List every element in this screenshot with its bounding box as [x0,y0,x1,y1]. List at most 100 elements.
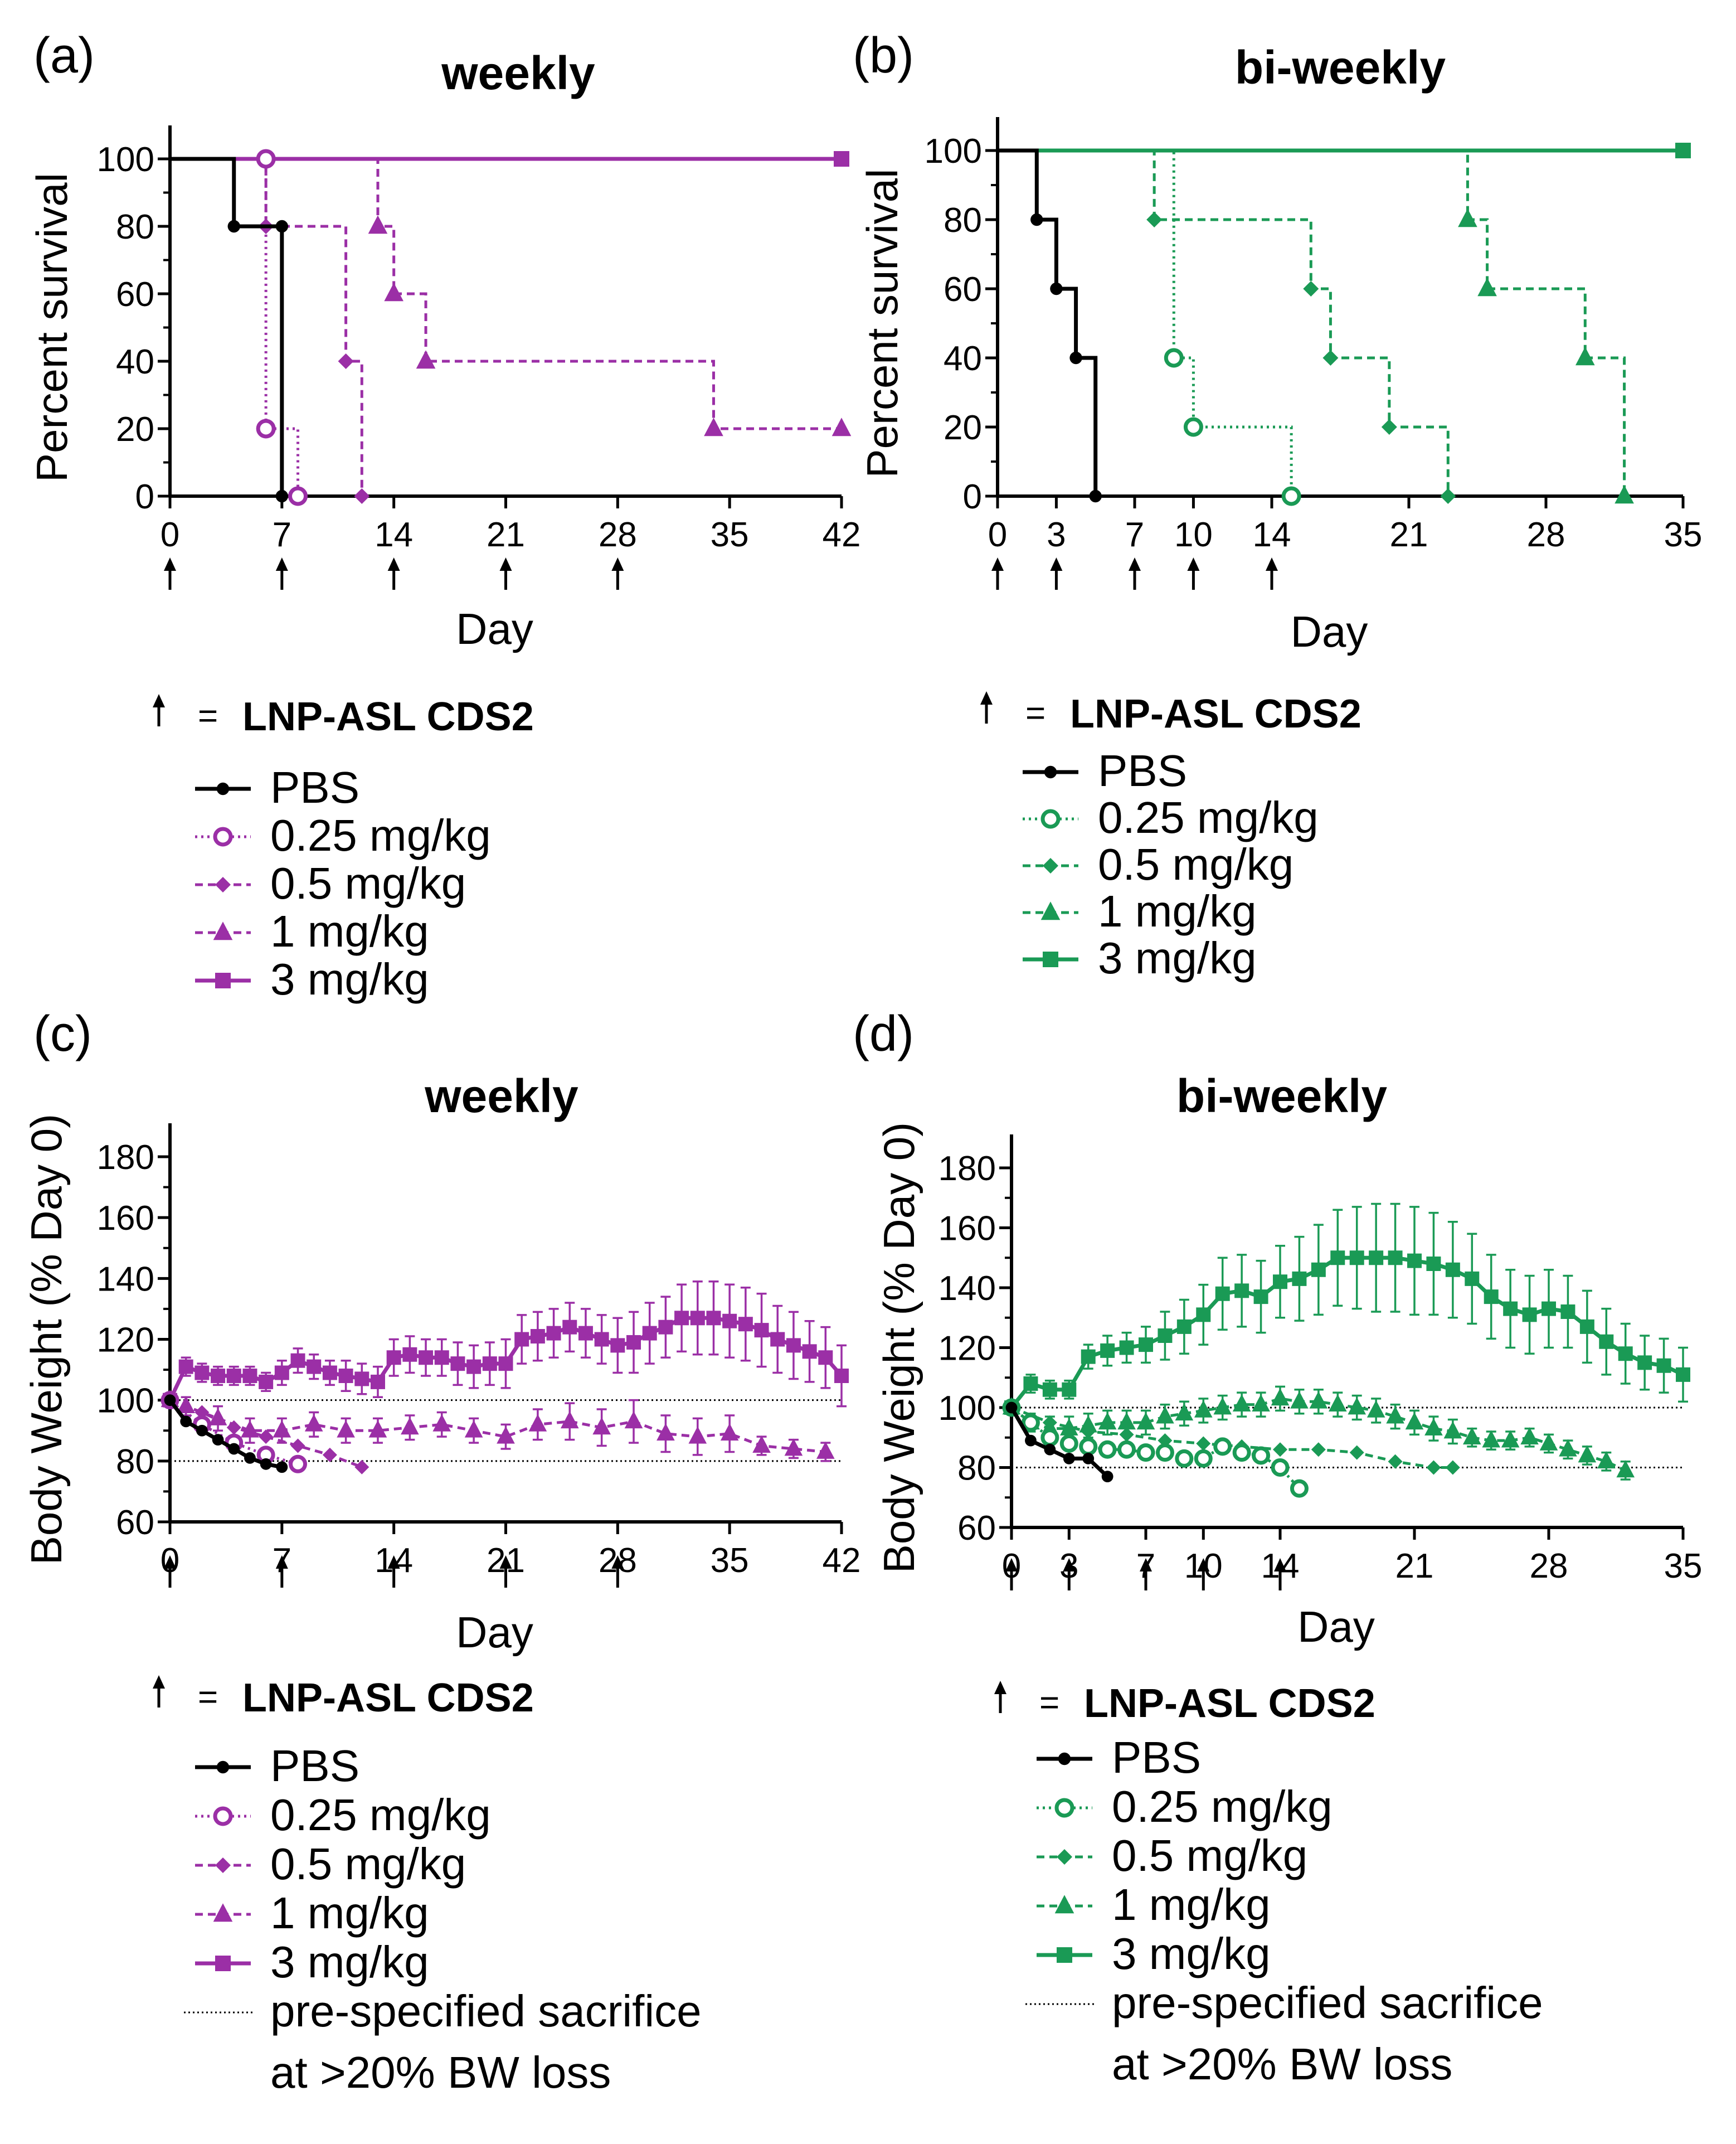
dosing-arrow-icon [164,557,176,590]
x-tick-label: 35 [1664,1547,1703,1585]
chart-title: bi-weekly [1176,1070,1387,1122]
data-point [338,353,354,369]
dosing-legend-arrow-icon [994,1681,1006,1713]
dosing-arrow-icon [275,1555,288,1588]
legend-item: 0.5 mg/kg [195,858,466,908]
legend-item: 1 mg/kg [195,906,429,956]
data-point [196,1424,208,1437]
x-tick-label: 7 [1125,516,1144,554]
y-tick-label: 100 [925,132,982,171]
legend-label: PBS [270,763,359,812]
data-point [594,1332,609,1347]
series-0-25-mg-kg [170,149,308,506]
legend-marker [1054,1798,1074,1818]
threshold-legend-label: at >20% BW loss [270,2048,611,2097]
data-point [259,1429,274,1444]
data-point [1407,1253,1422,1268]
legend-marker [213,921,233,940]
data-point [1030,213,1043,226]
data-point [260,1458,272,1470]
data-point [370,1374,385,1389]
data-point [530,1329,545,1344]
dosing-arrow-icon [499,557,512,590]
data-point [1042,1415,1057,1430]
legend-item: 3 mg/kg [1023,933,1257,983]
data-point [1281,486,1301,506]
data-point [560,1411,579,1429]
data-point [1117,1440,1136,1459]
legend-label: 3 mg/kg [1098,933,1257,983]
data-point [834,151,849,167]
dosing-arrow-icon [611,557,624,590]
y-tick-label: 180 [938,1149,996,1188]
threshold-legend-label: at >20% BW loss [1112,2039,1452,2089]
data-point [368,1420,387,1438]
x-tick-label: 14 [375,516,413,554]
legend-label: 0.25 mg/kg [1098,793,1319,842]
data-point [688,1426,707,1444]
y-tick-label: 120 [938,1330,996,1368]
dosing-arrow-icon [1129,557,1141,590]
data-point [1021,1413,1040,1432]
data-point [1599,1334,1614,1349]
data-point [1381,419,1397,435]
data-point [1194,1449,1213,1468]
data-point [1348,1397,1367,1415]
data-point [1232,1443,1251,1462]
chart-title: weekly [441,47,595,99]
data-point [1477,278,1497,297]
data-point [1146,212,1163,227]
legend-item: 1 mg/kg [195,1888,429,1938]
panel-letter: (b) [853,28,914,84]
data-point [770,1332,785,1347]
chart-title: bi-weekly [1235,41,1446,94]
data-point [1059,1434,1078,1453]
data-point [402,1347,417,1362]
data-point [1155,1443,1174,1462]
data-point [1213,1437,1232,1456]
data-point [1445,1262,1460,1277]
data-point [1175,1449,1194,1468]
data-point [1290,1391,1309,1409]
legend-item: 0.25 mg/kg [195,1790,491,1840]
x-tick-label: 42 [823,516,861,554]
threshold-legend-label: pre-specified sacrifice [1112,1978,1543,2027]
dosing-arrow-icon [1050,557,1063,590]
y-tick-label: 120 [97,1321,154,1360]
data-point [816,1441,835,1459]
data-point [834,1369,849,1383]
legend-marker [1043,858,1058,874]
series-0-5-mg-kg [998,149,1456,504]
data-point [164,1394,176,1406]
legend-marker [1058,1752,1071,1765]
data-point [658,1320,673,1335]
data-point [1309,1391,1328,1409]
data-point [720,1423,739,1441]
x-axis-label: Day [1297,1602,1375,1651]
dosing-arrow-icon [387,1555,400,1588]
data-point [1271,1458,1290,1477]
legend-marker [213,827,233,847]
data-point [1458,208,1477,227]
data-point [1520,1427,1539,1445]
data-point [1424,1418,1443,1436]
data-point [256,149,276,169]
data-point [626,1335,641,1350]
x-tick-label: 28 [599,516,637,554]
x-tick-label: 21 [487,516,525,554]
data-point [227,220,240,233]
data-point [242,1369,257,1383]
data-point [211,1369,226,1383]
data-point [1232,1394,1251,1412]
panel-d: (d)bi-weekly6080100120140160180037101421… [853,1006,1702,2089]
dosing-arrow-icon [1197,1558,1210,1590]
data-point [514,1332,529,1347]
panel-c: (c)weekly6080100120140160180071421283542… [22,1006,860,2097]
legend-marker [215,1857,231,1873]
legend-label: 3 mg/kg [270,954,429,1004]
data-point [322,1447,337,1462]
data-point [1405,1412,1424,1430]
data-point [1176,1319,1192,1334]
data-point [1062,1382,1077,1397]
